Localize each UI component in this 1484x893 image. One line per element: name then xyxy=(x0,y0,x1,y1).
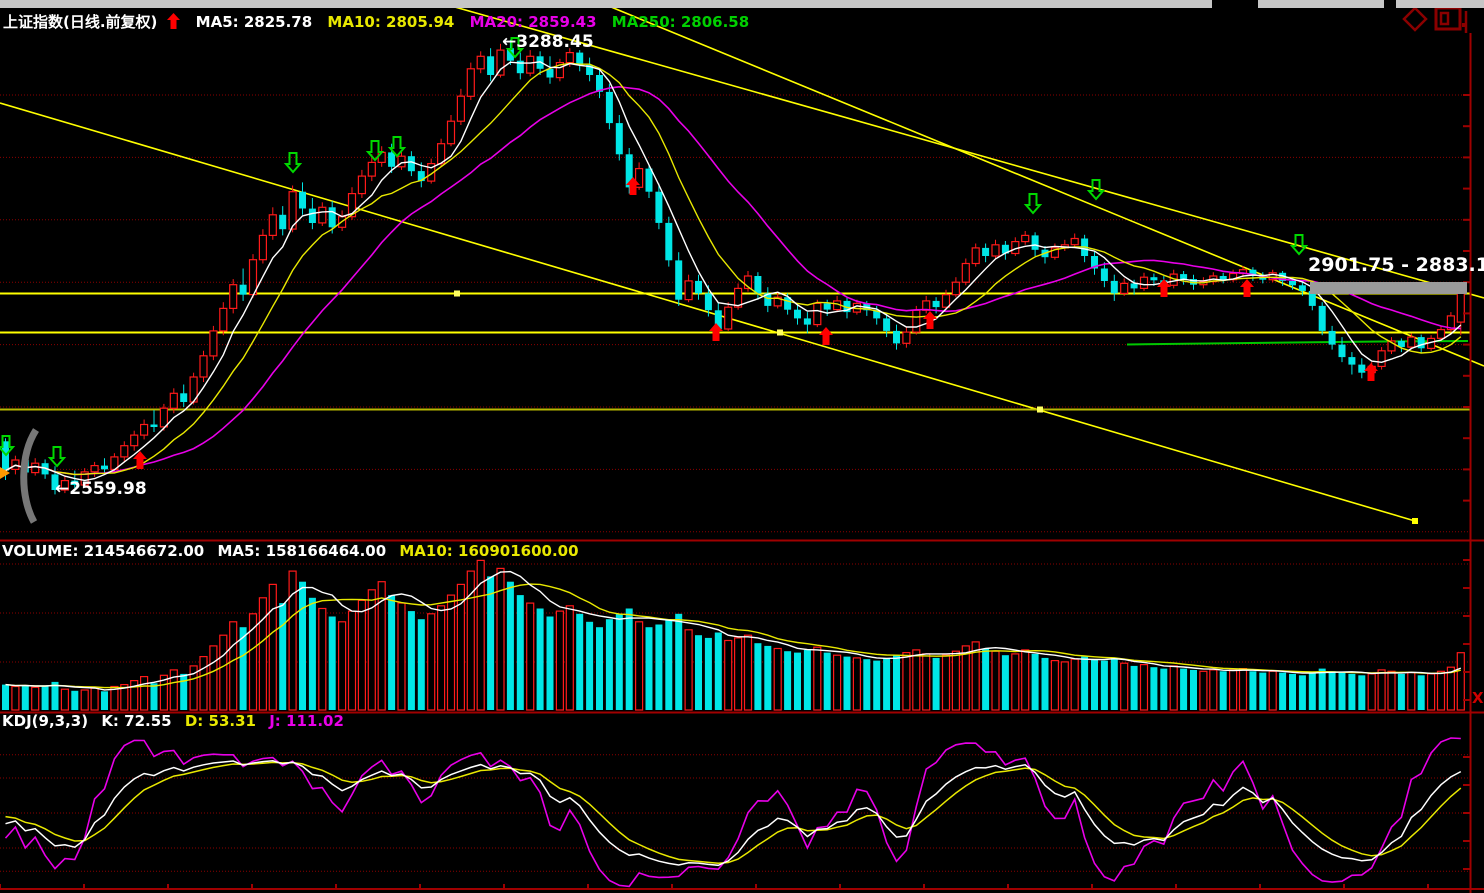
kdj-pane-header: KDJ(9,3,3) K: 72.55 D: 53.31 J: 111.02 xyxy=(2,712,352,730)
ma5-value: MA5: 2825.78 xyxy=(195,13,313,31)
range-annotation: 2901.75 - 2883.10 xyxy=(1308,254,1484,276)
peak-price-annotation: ←3288.45 xyxy=(502,32,594,52)
strip-gap xyxy=(1212,0,1258,8)
window-top-strip xyxy=(0,0,1484,8)
volume-ma10-value: MA10: 160901600.00 xyxy=(399,542,579,560)
kdj-d-value: D: 53.31 xyxy=(184,712,256,730)
left-edge-marker-icon xyxy=(0,467,10,479)
kdj-title: KDJ(9,3,3) xyxy=(2,712,89,730)
kdj-j-value: J: 111.02 xyxy=(269,712,344,730)
low-price-annotation: ←2559.98 xyxy=(55,479,147,499)
window-icon[interactable] xyxy=(1434,6,1462,31)
price-pane-header: 上证指数(日线.前复权) MA5: 2825.78 MA10: 2805.94 … xyxy=(3,11,759,32)
instrument-title: 上证指数(日线.前复权) xyxy=(3,13,158,31)
left-edge-decorations xyxy=(0,428,40,524)
arc-drawing xyxy=(20,428,40,524)
strip-gap xyxy=(1384,0,1396,8)
ma250-value: MA250: 2806.58 xyxy=(611,13,750,31)
volume-pane-close-icon[interactable]: X xyxy=(1472,689,1484,707)
ma10-value: MA10: 2805.94 xyxy=(327,13,455,31)
edge-handle-icon[interactable] xyxy=(1462,11,1468,33)
kdj-k-value: K: 72.55 xyxy=(101,712,172,730)
up-arrow-icon xyxy=(167,13,181,31)
volume-pane-header: VOLUME: 214546672.00 MA5: 158166464.00 M… xyxy=(2,542,587,560)
volume-value: VOLUME: 214546672.00 xyxy=(2,542,205,560)
volume-ma5-value: MA5: 158166464.00 xyxy=(217,542,387,560)
titlebar-icons xyxy=(1402,5,1470,37)
range-measure-bar xyxy=(1310,282,1467,294)
ma20-value: MA20: 2859.43 xyxy=(469,13,597,31)
diamond-marker-icon[interactable] xyxy=(1402,6,1428,32)
